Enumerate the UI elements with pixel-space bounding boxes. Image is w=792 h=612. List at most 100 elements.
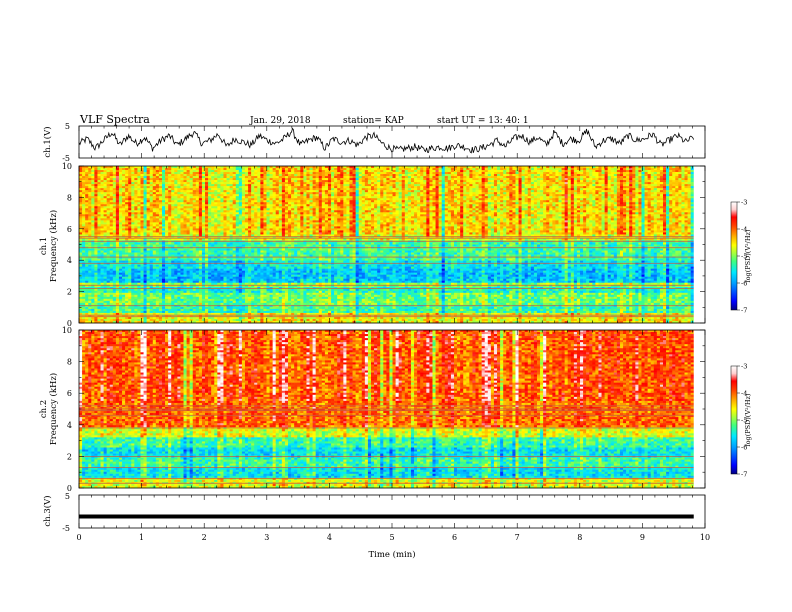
spectrogram-cell	[568, 174, 571, 176]
spectrogram-cell	[134, 184, 137, 186]
spectrogram-cell	[515, 174, 518, 176]
spectrogram-cell	[340, 208, 343, 210]
spectrogram-cell	[420, 178, 423, 180]
spectrogram-cell	[494, 210, 497, 212]
spectrogram-cell	[399, 208, 402, 210]
spectrogram-cell	[220, 176, 223, 178]
spectrogram-cell	[558, 192, 561, 194]
spectrogram-cell	[294, 202, 297, 204]
spectrogram-cell	[110, 196, 113, 198]
spectrogram-cell	[611, 196, 614, 198]
spectrogram-cell	[405, 196, 408, 198]
spectrogram-cell	[223, 168, 226, 170]
spectrogram-cell	[227, 184, 230, 186]
spectrogram-cell	[429, 168, 432, 170]
spectrogram-cell	[230, 196, 233, 198]
spectrogram-cell	[525, 168, 528, 170]
spectrogram-cell	[617, 190, 620, 192]
spectrogram-cell	[242, 206, 245, 208]
spectrogram-cell	[583, 188, 586, 190]
spectrogram-cell	[494, 180, 497, 182]
spectrogram-cell	[214, 194, 217, 196]
spectrogram-cell	[270, 212, 273, 214]
spectrogram-cell	[648, 182, 651, 184]
spectrogram-cell	[454, 186, 457, 188]
spectrogram-cell	[423, 172, 426, 174]
spectrogram-cell	[242, 180, 245, 182]
spectrogram-cell	[589, 198, 592, 200]
spectrogram-cell	[617, 174, 620, 176]
spectrogram-cell	[509, 170, 512, 172]
spectrogram-cell	[131, 188, 134, 190]
spectrogram-cell	[383, 210, 386, 212]
spectrogram-cell	[565, 192, 568, 194]
spectrogram-cell	[472, 210, 475, 212]
spectrogram-cell	[552, 174, 555, 176]
spectrogram-cell	[503, 182, 506, 184]
spectrogram-cell	[79, 194, 82, 196]
spectrogram-cell	[540, 186, 543, 188]
spectrogram-cell	[134, 198, 137, 200]
spectrogram-cell	[199, 184, 202, 186]
spectrogram-cell	[208, 204, 211, 206]
spectrogram-cell	[552, 200, 555, 202]
spectrogram-cell	[540, 188, 543, 190]
spectrogram-cell	[417, 196, 420, 198]
spectrogram-cell	[629, 188, 632, 190]
spectrogram-cell	[531, 184, 534, 186]
spectrogram-cell	[217, 208, 220, 210]
spectrogram-cell	[389, 182, 392, 184]
spectrogram-cell	[598, 204, 601, 206]
spectrogram-cell	[82, 180, 85, 182]
spectrogram-cell	[374, 200, 377, 202]
spectrogram-cell	[641, 194, 644, 196]
spectrogram-cell	[147, 188, 150, 190]
spectrogram-cell	[368, 180, 371, 182]
spectrogram-cell	[383, 206, 386, 208]
spectrogram-cell	[270, 178, 273, 180]
spectrogram-cell	[648, 168, 651, 170]
spectrogram-cell	[641, 210, 644, 212]
spectrogram-cell	[82, 212, 85, 214]
spectrogram-cell	[88, 174, 91, 176]
spectrogram-cell	[669, 204, 672, 206]
spectrogram-cell	[251, 188, 254, 190]
spectrogram-cell	[457, 202, 460, 204]
spectrogram-cell	[85, 192, 88, 194]
spectrogram-cell	[632, 188, 635, 190]
spectrogram-cell	[657, 176, 660, 178]
spectrogram-cell	[623, 194, 626, 196]
spectrogram-cell	[343, 202, 346, 204]
spectrogram-cell	[552, 182, 555, 184]
spectrogram-cell	[211, 212, 214, 214]
spectrogram-cell	[497, 202, 500, 204]
spectrogram-cell	[346, 196, 349, 198]
spectrogram-cell	[429, 188, 432, 190]
spectrogram-cell	[190, 176, 193, 178]
ch1-ytick-top: 5	[65, 122, 70, 131]
spectrogram-cell	[144, 188, 147, 190]
spectrogram-cell	[555, 202, 558, 204]
spectrogram-cell	[180, 212, 183, 214]
spectrogram-cell	[678, 190, 681, 192]
spectrogram-cell	[448, 184, 451, 186]
spectrogram-cell	[503, 206, 506, 208]
spectrogram-cell	[365, 188, 368, 190]
spectrogram-cell	[476, 190, 479, 192]
spectrogram-cell	[248, 206, 251, 208]
spectrogram-cell	[291, 172, 294, 174]
spectrogram-cell	[162, 188, 165, 190]
spectrogram-cell	[445, 168, 448, 170]
spectrogram-cell	[313, 196, 316, 198]
spectrogram-cell	[629, 184, 632, 186]
spectrogram-cell	[177, 178, 180, 180]
spectrogram-cell	[319, 214, 322, 216]
spectrogram-cell	[577, 210, 580, 212]
spectrogram-cell	[346, 186, 349, 188]
spectrogram-cell	[555, 180, 558, 182]
spectrogram-cell	[408, 194, 411, 196]
spectrogram-cell	[623, 182, 626, 184]
spectrogram-cell	[396, 202, 399, 204]
spectrogram-cell	[432, 182, 435, 184]
spectrogram-cell	[223, 198, 226, 200]
